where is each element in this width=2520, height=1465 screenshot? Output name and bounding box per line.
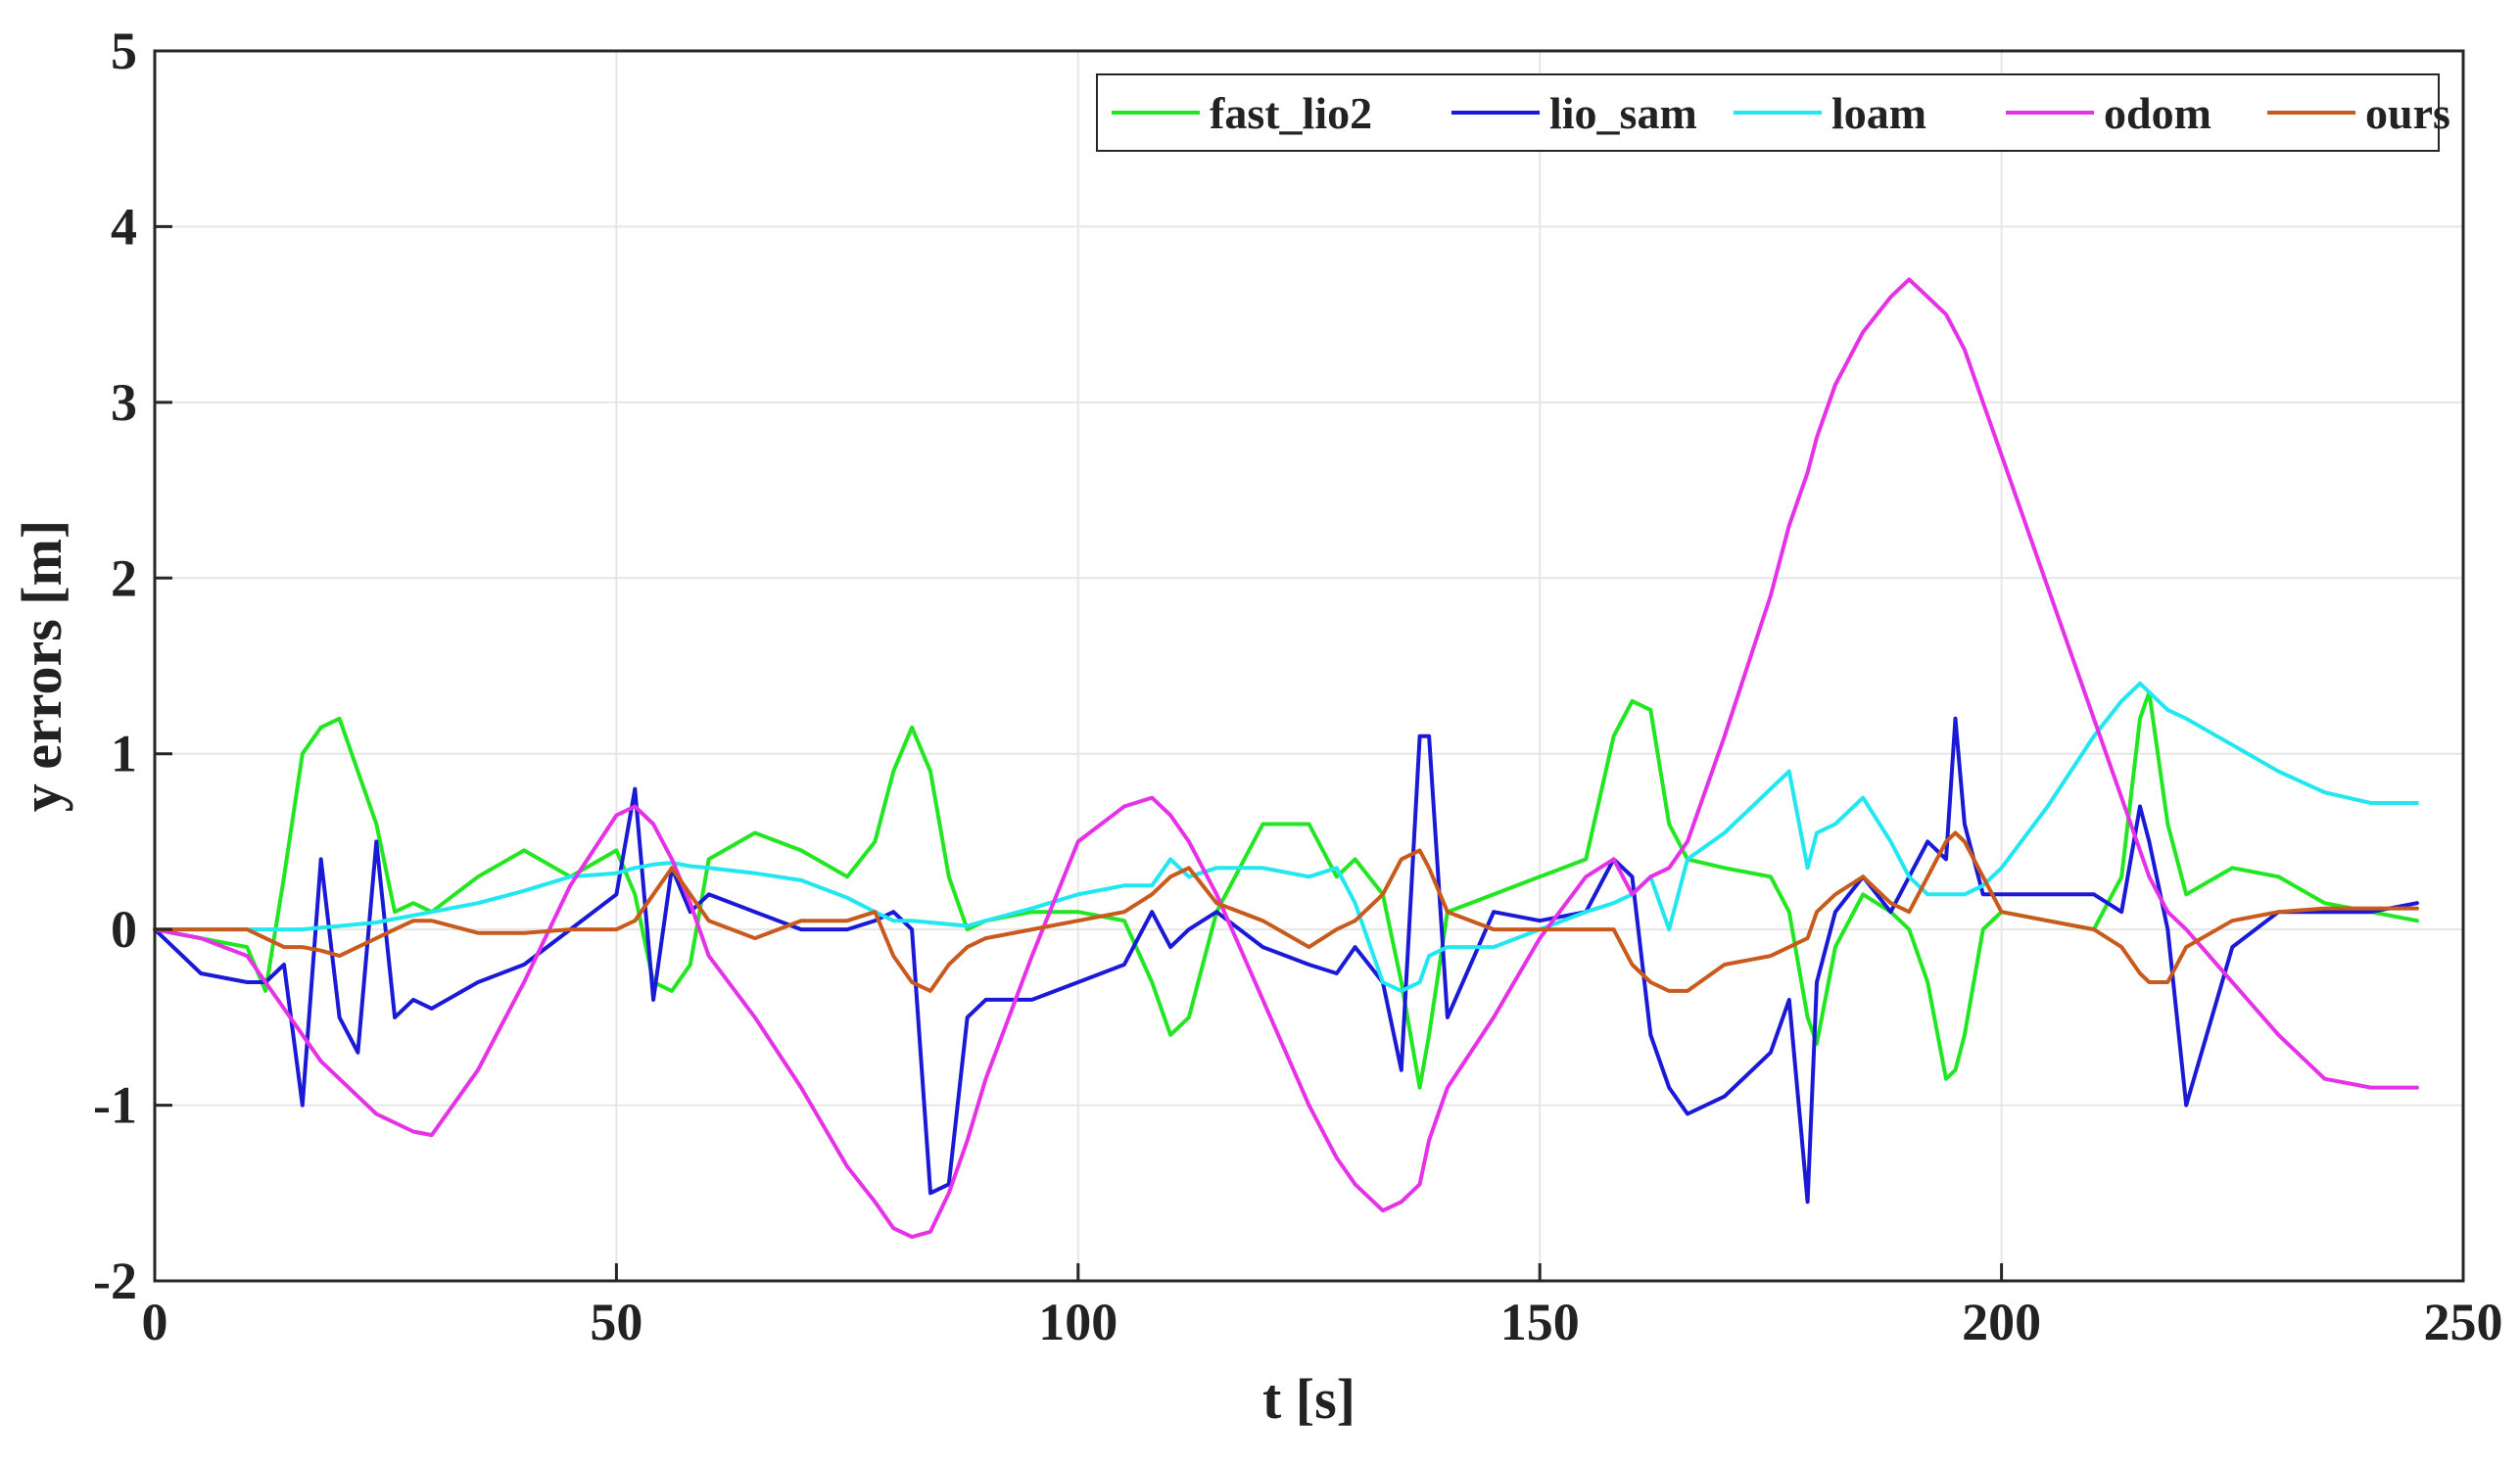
y-tick-label: -1 (93, 1076, 137, 1135)
y-tick-label: 2 (111, 548, 137, 607)
x-tick-label: 150 (1500, 1293, 1580, 1351)
y-tick-label: -2 (93, 1252, 137, 1310)
series-line-odom (153, 277, 2419, 1240)
legend-label-odom: odom (2104, 88, 2211, 138)
axes (153, 49, 2465, 1283)
y-axis-title: y errors [m] (10, 520, 73, 812)
series-line-ours (153, 830, 2419, 993)
y-tick-label: 0 (111, 900, 137, 959)
series-line-loam (153, 681, 2419, 993)
legend-label-ours: ours (2365, 88, 2450, 138)
plot-area (155, 51, 2463, 1281)
series-line-lio-sam (153, 716, 2419, 1205)
y-tick-label: 5 (111, 22, 137, 80)
legend-label-loam: loam (1831, 88, 1926, 138)
y-tick-label: 3 (111, 373, 137, 432)
tick-labels: 0 50 100 150 200 250 -2 -1 0 1 2 3 4 5 (93, 22, 2502, 1351)
y-tick-label: 1 (111, 725, 137, 783)
legend: fast_lio2 lio_sam loam odom ours (1096, 73, 2450, 152)
x-axis-title: t [s] (1262, 1367, 1355, 1431)
x-tick-label: 100 (1038, 1293, 1117, 1351)
x-tick-label: 50 (590, 1293, 642, 1351)
axes-box (153, 49, 2465, 1283)
x-tick-label: 0 (142, 1293, 168, 1351)
x-tick-label: 250 (2424, 1293, 2503, 1351)
series-layer (153, 277, 2419, 1240)
legend-label-fast-lio2: fast_lio2 (1210, 88, 1372, 138)
legend-label-lio-sam: lio_sam (1549, 88, 1697, 138)
y-tick-label: 4 (111, 197, 137, 256)
x-tick-label: 200 (1962, 1293, 2041, 1351)
series-line-fast-lio2 (153, 689, 2419, 1090)
